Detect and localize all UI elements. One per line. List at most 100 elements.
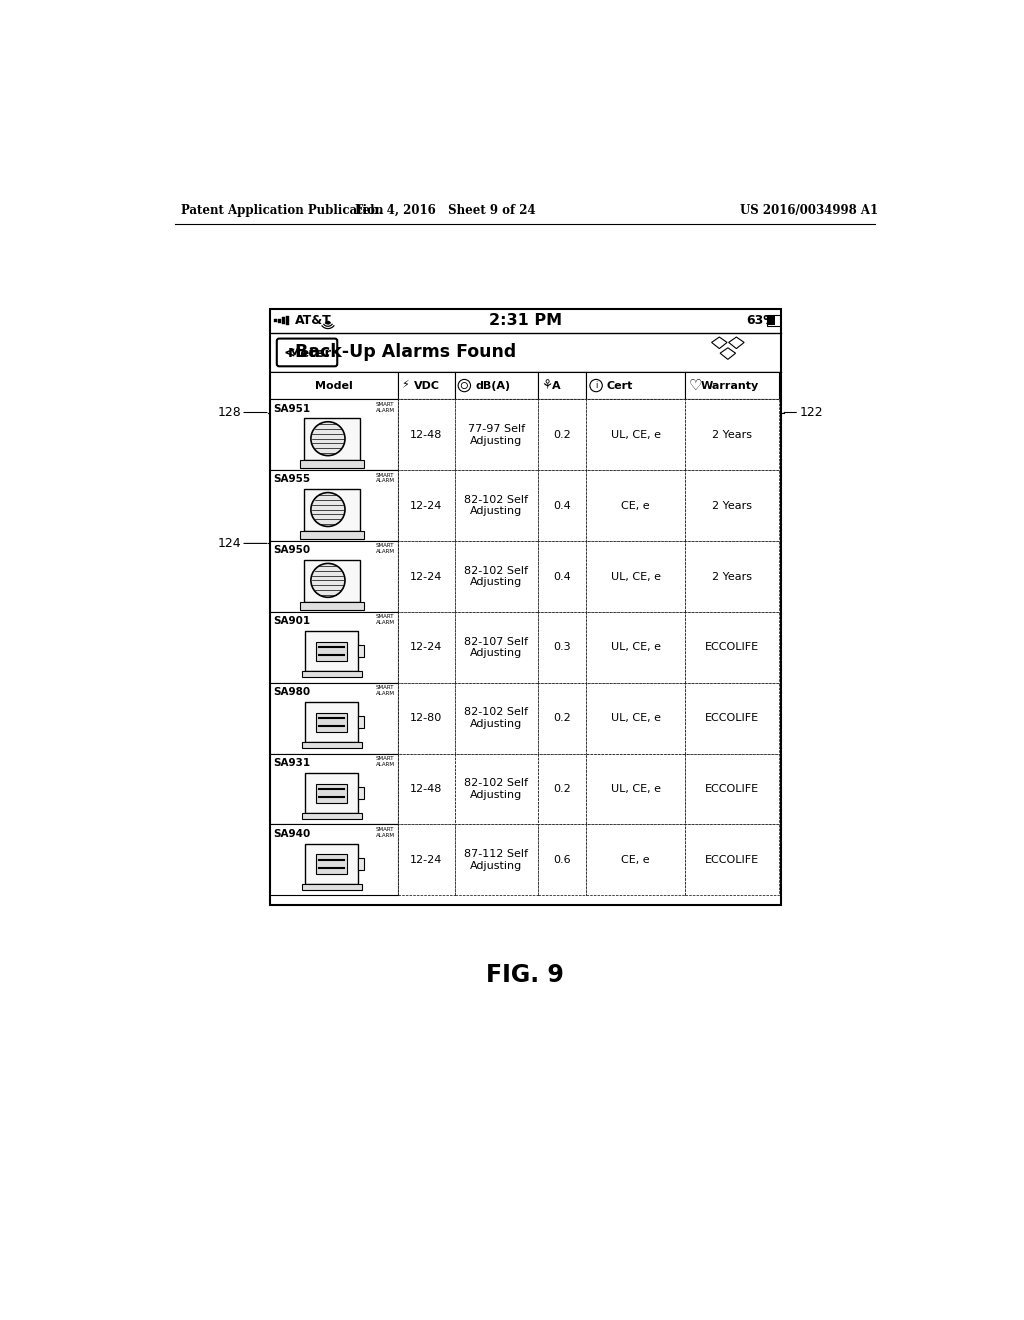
Bar bbox=[300, 461, 364, 469]
Bar bbox=[305, 774, 358, 813]
Text: UL, CE, e: UL, CE, e bbox=[610, 430, 660, 440]
Text: 12-24: 12-24 bbox=[411, 572, 442, 582]
Bar bbox=[685, 754, 779, 825]
Bar bbox=[305, 843, 358, 884]
Bar bbox=[538, 825, 586, 895]
Bar bbox=[538, 470, 586, 541]
Text: 124: 124 bbox=[217, 537, 241, 550]
Bar bbox=[538, 682, 586, 754]
Bar bbox=[304, 560, 359, 602]
Bar bbox=[304, 488, 359, 531]
Bar bbox=[538, 541, 586, 612]
Text: ♡: ♡ bbox=[689, 378, 702, 393]
Text: Warranty: Warranty bbox=[700, 380, 759, 391]
Bar bbox=[397, 682, 455, 754]
Bar bbox=[304, 418, 359, 461]
Bar bbox=[538, 754, 586, 825]
Text: 128: 128 bbox=[217, 407, 241, 418]
Bar bbox=[316, 713, 347, 733]
Text: Back-Up Alarms Found: Back-Up Alarms Found bbox=[295, 343, 516, 362]
Bar bbox=[270, 612, 397, 682]
Circle shape bbox=[461, 383, 467, 388]
Bar bbox=[300, 531, 364, 539]
Circle shape bbox=[458, 379, 471, 392]
Text: SMART
ALARM: SMART ALARM bbox=[376, 544, 394, 554]
Text: 0.4: 0.4 bbox=[553, 572, 570, 582]
Bar bbox=[538, 612, 586, 682]
Text: A: A bbox=[552, 380, 560, 391]
Bar bbox=[358, 645, 365, 657]
Text: dB(A): dB(A) bbox=[475, 380, 510, 391]
Bar bbox=[397, 470, 455, 541]
Bar bbox=[455, 825, 538, 895]
Bar bbox=[685, 612, 779, 682]
Text: 12-24: 12-24 bbox=[411, 643, 442, 652]
Bar bbox=[586, 825, 685, 895]
Bar bbox=[300, 602, 364, 610]
Text: 0.2: 0.2 bbox=[553, 430, 570, 440]
Bar bbox=[586, 754, 685, 825]
Text: ⚡: ⚡ bbox=[401, 380, 410, 391]
Text: 12-24: 12-24 bbox=[411, 855, 442, 865]
Text: FIG. 9: FIG. 9 bbox=[485, 962, 564, 986]
Bar bbox=[316, 854, 347, 874]
Text: 77-97 Self
Adjusting: 77-97 Self Adjusting bbox=[468, 424, 524, 446]
Bar bbox=[586, 400, 685, 470]
Text: 87-112 Self
Adjusting: 87-112 Self Adjusting bbox=[464, 849, 528, 871]
Bar bbox=[397, 400, 455, 470]
Circle shape bbox=[311, 492, 345, 527]
Bar bbox=[302, 884, 362, 890]
Bar bbox=[279, 318, 281, 323]
Bar bbox=[283, 317, 285, 323]
Circle shape bbox=[590, 379, 602, 392]
Text: Meter: Meter bbox=[288, 347, 332, 360]
Bar bbox=[455, 612, 538, 682]
Bar bbox=[685, 470, 779, 541]
Text: ECCOLIFE: ECCOLIFE bbox=[705, 643, 759, 652]
Bar bbox=[586, 612, 685, 682]
Bar bbox=[397, 372, 455, 400]
Bar bbox=[586, 372, 685, 400]
Text: ECCOLIFE: ECCOLIFE bbox=[705, 784, 759, 795]
Text: 2 Years: 2 Years bbox=[712, 572, 752, 582]
Bar bbox=[270, 470, 397, 541]
Text: Feb. 4, 2016   Sheet 9 of 24: Feb. 4, 2016 Sheet 9 of 24 bbox=[355, 205, 536, 218]
Bar bbox=[316, 642, 347, 661]
Text: AT&T: AT&T bbox=[295, 314, 332, 327]
Text: i: i bbox=[595, 381, 597, 389]
Bar bbox=[270, 309, 781, 906]
Bar bbox=[358, 715, 365, 729]
Text: 0.2: 0.2 bbox=[553, 713, 570, 723]
Text: UL, CE, e: UL, CE, e bbox=[610, 784, 660, 795]
Bar bbox=[305, 631, 358, 671]
Bar bbox=[302, 813, 362, 818]
Bar bbox=[586, 682, 685, 754]
Bar bbox=[397, 541, 455, 612]
Text: US 2016/0034998 A1: US 2016/0034998 A1 bbox=[740, 205, 879, 218]
Text: SMART
ALARM: SMART ALARM bbox=[376, 826, 394, 838]
Bar bbox=[779, 319, 781, 322]
Bar bbox=[270, 825, 397, 895]
Text: 0.2: 0.2 bbox=[553, 784, 570, 795]
Bar bbox=[685, 825, 779, 895]
Bar bbox=[397, 754, 455, 825]
Text: 82-102 Self
Adjusting: 82-102 Self Adjusting bbox=[464, 566, 528, 587]
Bar bbox=[358, 858, 365, 870]
Bar bbox=[270, 682, 397, 754]
Text: 12-48: 12-48 bbox=[411, 784, 442, 795]
Bar bbox=[455, 372, 538, 400]
Circle shape bbox=[311, 422, 345, 455]
Bar bbox=[767, 315, 779, 326]
Text: 0.6: 0.6 bbox=[553, 855, 570, 865]
Bar bbox=[685, 400, 779, 470]
Text: UL, CE, e: UL, CE, e bbox=[610, 643, 660, 652]
Text: SA955: SA955 bbox=[273, 474, 310, 484]
Text: SMART
ALARM: SMART ALARM bbox=[376, 473, 394, 483]
Bar bbox=[305, 702, 358, 742]
Text: CE, e: CE, e bbox=[622, 855, 650, 865]
Circle shape bbox=[311, 564, 345, 598]
Text: 2:31 PM: 2:31 PM bbox=[489, 313, 562, 329]
Text: SMART
ALARM: SMART ALARM bbox=[376, 756, 394, 767]
Text: Cert: Cert bbox=[607, 380, 633, 391]
Bar bbox=[538, 400, 586, 470]
